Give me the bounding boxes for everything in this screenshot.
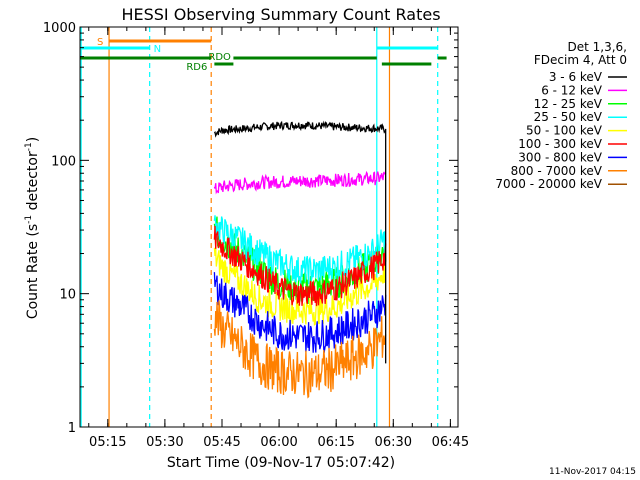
series-800-7000-kev bbox=[213, 300, 387, 399]
legend-label: 6 - 12 keV bbox=[541, 83, 603, 97]
y-tick-label: 10 bbox=[59, 288, 76, 303]
x-tick-label: 05:30 bbox=[146, 435, 183, 450]
y-axis-label-end: ) bbox=[25, 137, 41, 142]
chart-title: HESSI Observing Summary Count Rates bbox=[121, 5, 440, 24]
series-25-50-kev bbox=[213, 215, 387, 285]
x-tick-label: 06:00 bbox=[260, 435, 297, 450]
y-axis-label-sup1: -1 bbox=[24, 215, 34, 224]
legend-label: 300 - 800 keV bbox=[518, 150, 602, 164]
x-tick-label: 06:45 bbox=[432, 435, 469, 450]
y-axis-label-sup2: -1 bbox=[24, 142, 34, 151]
chart-lines-layer bbox=[80, 27, 439, 427]
legend-header-line-2: FDecim 4, Att 0 bbox=[534, 53, 627, 67]
y-axis-label: Count Rate (s-1 detector-1) bbox=[24, 137, 41, 319]
flag-label-n: N bbox=[154, 44, 161, 55]
x-tick-label: 05:15 bbox=[89, 435, 126, 450]
flag-label-rdo: RDO bbox=[208, 52, 231, 63]
x-tick-label: 06:15 bbox=[317, 435, 354, 450]
legend-label: 800 - 7000 keV bbox=[511, 164, 603, 178]
legend-label: 12 - 25 keV bbox=[534, 97, 603, 111]
legend-label: 25 - 50 keV bbox=[534, 110, 603, 124]
x-tick-label: 06:30 bbox=[375, 435, 412, 450]
legend-label: 100 - 300 keV bbox=[518, 137, 602, 151]
x-axis-label: Start Time (09-Nov-17 05:07:42) bbox=[167, 455, 395, 471]
y-tick-label: 1 bbox=[68, 421, 76, 436]
x-tick-label: 05:45 bbox=[203, 435, 240, 450]
y-axis-label-main: Count Rate (s bbox=[25, 224, 41, 319]
flag-label-rd6: RD6 bbox=[186, 62, 207, 73]
y-tick-label: 100 bbox=[51, 154, 76, 169]
series-3-6-kev bbox=[213, 120, 387, 138]
series-layer bbox=[213, 120, 387, 428]
series-6-12-kev bbox=[213, 170, 387, 195]
legend-label: 3 - 6 keV bbox=[549, 70, 603, 84]
flag-label-s: S bbox=[97, 37, 103, 48]
series-300-800-kev bbox=[213, 272, 387, 354]
axes-layer: 05:15 05:30 05:45 06:00 06:15 06:30 06:45 1 10 10… bbox=[43, 21, 469, 450]
plot-frame bbox=[79, 26, 459, 428]
legend-label: 50 - 100 keV bbox=[526, 124, 603, 138]
y-axis-label-mid: detector bbox=[25, 151, 41, 215]
footer-date: 11-Nov-2017 04:15 bbox=[549, 467, 636, 477]
y-tick-label: 1000 bbox=[43, 21, 76, 36]
legend-header-line-1: Det 1,3,6, bbox=[568, 40, 628, 54]
legend-label: 7000 - 20000 keV bbox=[495, 177, 602, 191]
series-100-300-kev bbox=[213, 225, 387, 307]
series-50-100-kev bbox=[213, 246, 387, 326]
